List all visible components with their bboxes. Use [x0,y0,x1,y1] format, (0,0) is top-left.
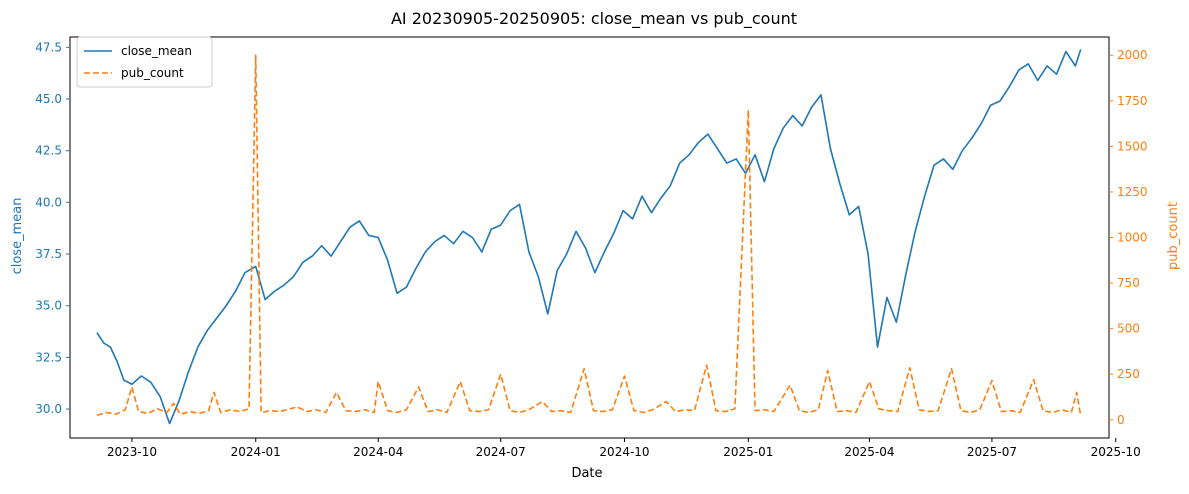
y-right-tick-label: 250 [1117,367,1140,381]
y-right-tick-label: 750 [1117,276,1140,290]
x-tick-label: 2024-10 [599,445,649,459]
y-axis-right-label: pub_count [1166,202,1181,270]
legend-frame [76,36,213,88]
x-tick-label: 2025-01 [723,445,773,459]
y-left-tick-label: 45.0 [35,92,62,106]
y-left-tick-label: 40.0 [35,195,62,209]
x-tick-label: 2025-04 [844,445,894,459]
legend-label-close-mean: close_mean [121,44,192,58]
y-left-tick-label: 35.0 [35,299,62,313]
x-tick-label: 2023-10 [107,445,157,459]
y-left-tick-label: 42.5 [35,144,62,158]
legend: close_mean pub_count [76,36,213,88]
y-right-tick-label: 1250 [1117,185,1148,199]
x-tick-label: 2025-10 [1091,445,1141,459]
y-right-tick-label: 0 [1117,413,1125,427]
chart-title: AI 20230905-20250905: close_mean vs pub_… [391,9,797,29]
series-line-pub-count [96,54,1082,417]
y-left-tick-label: 30.0 [35,402,62,416]
y-right-tick-label: 2000 [1117,48,1148,62]
y-left-tick-label: 32.5 [35,350,62,364]
y-right-tick-label: 1500 [1117,139,1148,153]
y-right-tick-label: 1000 [1117,231,1148,245]
x-axis-label: Date [571,466,602,481]
y-axis-left-label: close_mean [10,198,25,275]
legend-label-pub-count: pub_count [121,66,184,80]
x-tick-label: 2024-07 [476,445,526,459]
x-tick-label: 2025-07 [967,445,1017,459]
axes-layer: 2023-10 2024-01 2024-04 2024-07 2024-10 2025-… [35,36,1148,459]
y-right-tick-label: 500 [1117,322,1140,336]
y-right-tick-label: 1750 [1117,94,1148,108]
x-tick-label: 2024-01 [231,445,281,459]
y-left-tick-label: 47.5 [35,40,62,54]
series-layer [96,49,1082,425]
x-tick-label: 2024-04 [353,445,403,459]
y-left-tick-label: 37.5 [35,247,62,261]
